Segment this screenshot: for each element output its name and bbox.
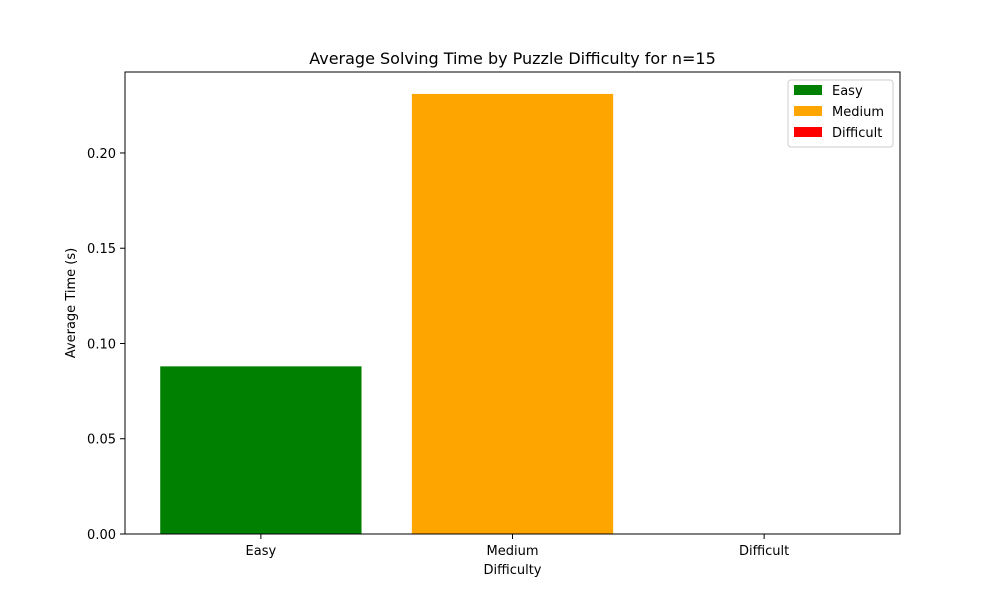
y-tick-label: 0.20 [87,147,116,162]
plot-frame [124,71,901,535]
legend-label-medium: Medium [832,105,884,120]
bar-medium [411,93,614,535]
chart-title: Average Solving Time by Puzzle Difficult… [309,49,716,68]
bars-group [160,93,614,535]
x-tick-label: Difficult [739,544,789,559]
bar-easy [160,366,362,534]
y-tick-label: 0.15 [87,242,116,257]
y-tick-label: 0.05 [87,433,116,448]
legend-swatch-easy [794,85,822,95]
x-axis-label: Difficulty [484,563,542,578]
x-axis-ticks: Easy Medium Difficult [246,534,789,559]
x-tick-label: Easy [246,544,277,559]
legend-label-difficult: Difficult [832,126,882,141]
y-axis-ticks: 0.00 0.05 0.10 0.15 0.20 [87,147,125,543]
y-axis-label: Average Time (s) [64,248,79,358]
x-tick-label: Medium [487,544,539,559]
legend-swatch-difficult [794,127,822,137]
legend: Easy Medium Difficult [787,79,894,148]
y-tick-label: 0.00 [87,528,116,543]
legend-swatch-medium [794,106,822,116]
legend-label-easy: Easy [832,84,863,99]
y-tick-label: 0.10 [87,337,116,352]
